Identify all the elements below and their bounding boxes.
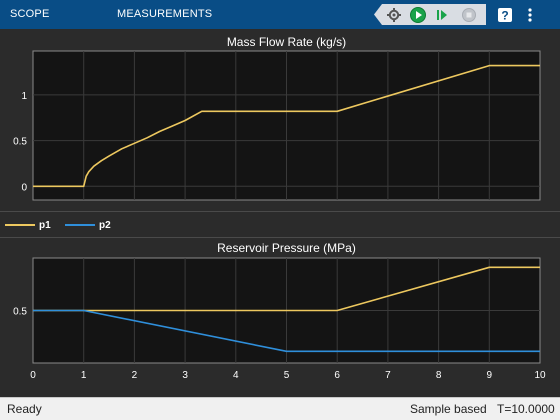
toolstrip: SCOPE MEASUREMENTS ? (0, 0, 560, 29)
scope-display: Mass Flow Rate (kg/s) 0 0.5 1 Reservoir Pre… (0, 29, 560, 397)
help-icon: ? (498, 7, 512, 22)
series-line-p2[interactable] (33, 309, 540, 353)
status-bar: Ready Sample based T=10.0000 (0, 397, 560, 420)
scope-plots: Mass Flow Rate (kg/s) 0 0.5 1 Reservoir Pre… (13, 35, 546, 381)
tab-measurements[interactable]: MEASUREMENTS (117, 8, 213, 20)
more-icon (528, 7, 532, 22)
series-line-p1[interactable] (33, 266, 540, 312)
run-button[interactable] (408, 4, 428, 25)
legend-label-p1: p1 (39, 219, 51, 231)
x-tick-label: 8 (436, 370, 442, 381)
plot-title: Mass Flow Rate (kg/s) (227, 35, 346, 49)
legend-item-p1[interactable]: p1 (5, 212, 51, 238)
step-forward-button[interactable] (432, 4, 452, 25)
quick-access-group (374, 4, 486, 25)
legend-swatch-p2 (65, 224, 95, 226)
series-line-p1[interactable] (33, 64, 540, 188)
settings-icon (387, 7, 401, 22)
help-button[interactable]: ? (495, 4, 515, 25)
x-tick-label: 6 (334, 370, 340, 381)
plot-title: Reservoir Pressure (MPa) (217, 241, 356, 255)
x-tick-label: 4 (233, 370, 239, 381)
y-tick-label: 0 (21, 182, 27, 193)
x-tick-label: 10 (534, 370, 546, 381)
status-ready-text: Ready (7, 402, 42, 416)
status-sample-mode: Sample based (410, 402, 487, 416)
status-sim-time: T=10.0000 (497, 402, 555, 416)
stop-button[interactable] (459, 4, 479, 25)
y-tick-label: 1 (21, 91, 27, 102)
run-icon (410, 6, 426, 23)
more-options-button[interactable] (520, 4, 540, 25)
x-tick-label: 1 (81, 370, 87, 381)
y-tick-label: 0.5 (13, 307, 27, 318)
tab-scope[interactable]: SCOPE (10, 8, 50, 20)
x-tick-label: 0 (30, 370, 36, 381)
x-tick-label: 3 (182, 370, 188, 381)
legend: p1 p2 (0, 211, 560, 238)
reservoir-pressure-axes[interactable]: Reservoir Pressure (MPa) 0.5 0 1 2 3 4 5 6 7 8 9 10 (13, 241, 546, 381)
legend-item-p2[interactable]: p2 (65, 212, 111, 238)
svg-text:?: ? (501, 8, 508, 22)
x-tick-label: 7 (385, 370, 391, 381)
x-tick-label: 2 (132, 370, 138, 381)
x-tick-label: 5 (284, 370, 290, 381)
y-tick-label: 0.5 (13, 137, 27, 148)
step-forward-icon (437, 9, 447, 20)
x-tick-label: 9 (487, 370, 493, 381)
legend-label-p2: p2 (99, 219, 111, 231)
settings-button[interactable] (384, 4, 404, 25)
stop-icon (462, 7, 476, 22)
mass-flow-axes[interactable]: Mass Flow Rate (kg/s) 0 0.5 1 (13, 35, 541, 201)
legend-swatch-p1 (5, 224, 35, 226)
